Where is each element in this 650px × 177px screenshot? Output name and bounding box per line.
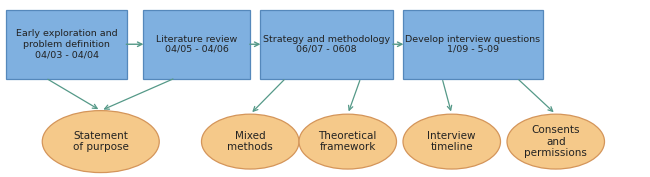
Text: Theoretical
framework: Theoretical framework bbox=[318, 131, 377, 152]
Text: Early exploration and
problem definition
04/03 - 04/04: Early exploration and problem definition… bbox=[16, 29, 118, 59]
Text: Mixed
methods: Mixed methods bbox=[227, 131, 273, 152]
Text: Strategy and methodology
06/07 - 0608: Strategy and methodology 06/07 - 0608 bbox=[263, 35, 390, 54]
Ellipse shape bbox=[403, 114, 500, 169]
Text: Consents
and
permissions: Consents and permissions bbox=[525, 125, 587, 158]
Ellipse shape bbox=[299, 114, 396, 169]
Ellipse shape bbox=[507, 114, 604, 169]
FancyBboxPatch shape bbox=[143, 10, 250, 79]
Ellipse shape bbox=[42, 111, 159, 173]
Text: Interview
timeline: Interview timeline bbox=[428, 131, 476, 152]
FancyBboxPatch shape bbox=[260, 10, 393, 79]
Text: Literature review
04/05 - 04/06: Literature review 04/05 - 04/06 bbox=[156, 35, 237, 54]
FancyBboxPatch shape bbox=[6, 10, 127, 79]
Text: Develop interview questions
1/09 - 5-09: Develop interview questions 1/09 - 5-09 bbox=[406, 35, 540, 54]
Text: Statement
of purpose: Statement of purpose bbox=[73, 131, 129, 152]
Ellipse shape bbox=[202, 114, 299, 169]
FancyBboxPatch shape bbox=[403, 10, 543, 79]
